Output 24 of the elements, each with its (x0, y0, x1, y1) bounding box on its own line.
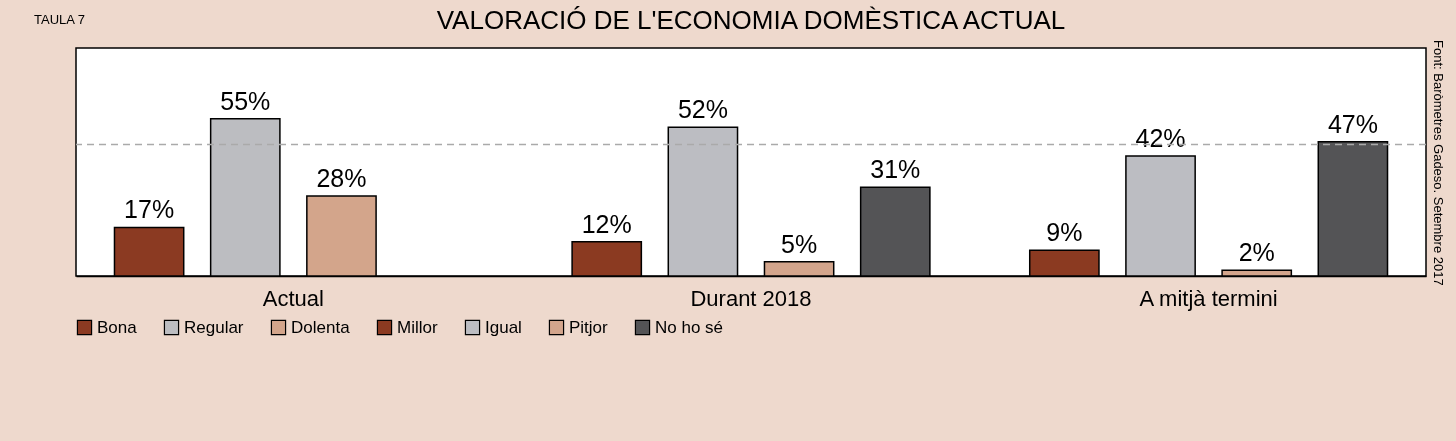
data-label: 9% (1046, 218, 1083, 247)
data-label: 12% (581, 209, 632, 238)
data-label: 31% (870, 155, 921, 184)
data-label: 52% (677, 95, 728, 124)
data-label: 5% (781, 229, 818, 258)
x-tick-label: A mitjà termini (1139, 285, 1278, 311)
chart-title: VALORACIÓ DE L'ECONOMIA DOMÈSTICA ACTUAL (436, 5, 1066, 35)
text: Font: Baròmetres Gadeso. Setembre 2017 (1431, 40, 1446, 286)
legend-label: No ho sé (655, 317, 724, 337)
legend-label: Pitjor (569, 317, 609, 337)
data-label: 47% (1327, 109, 1378, 138)
x-tick-label: Actual (262, 285, 324, 311)
legend-label: Bona (97, 317, 138, 337)
text: TAULA 7 (34, 12, 86, 27)
legend-label: Regular (184, 317, 244, 337)
legend-label: Millor (397, 317, 438, 337)
data-label: 17% (124, 195, 175, 224)
data-label: 55% (220, 86, 271, 115)
data-label: 42% (1135, 123, 1186, 152)
data-label: 2% (1238, 238, 1275, 267)
legend-label: Dolenta (291, 317, 351, 337)
x-tick-label: Durant 2018 (690, 285, 812, 311)
data-label: 28% (316, 163, 367, 192)
legend-label: Igual (485, 317, 522, 337)
